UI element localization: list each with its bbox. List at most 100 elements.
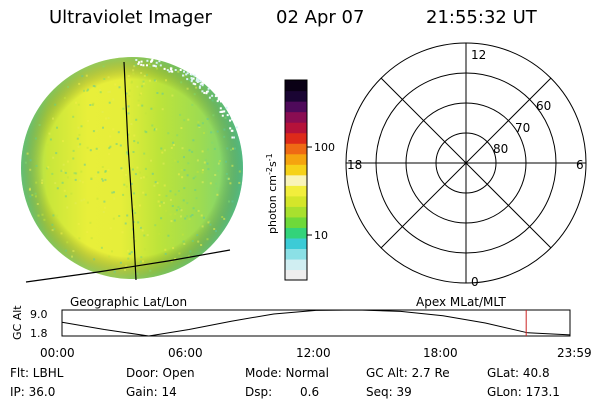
lat-label-70: 70 — [515, 121, 530, 135]
speckle-pixel — [224, 116, 227, 119]
speckle-pixel — [190, 80, 193, 83]
colorbar-cell — [285, 111, 307, 123]
speckle-pixel — [169, 213, 172, 216]
speckle-pixel — [139, 226, 142, 229]
polar-mlat-mlt-plot: 12 0 18 6 60 70 80 — [345, 42, 587, 289]
speckle-pixel — [60, 169, 63, 172]
speckle-pixel — [124, 269, 126, 271]
speckle-pixel — [132, 209, 135, 212]
speckle-pixel — [63, 96, 66, 99]
speckle-pixel — [177, 173, 180, 176]
speckle-pixel — [80, 199, 83, 202]
speckle-pixel — [102, 126, 104, 129]
speckle-pixel — [198, 86, 201, 89]
speckle-pixel — [171, 94, 174, 97]
glat-value: GLat: 40.8 — [487, 366, 550, 380]
speckle-pixel — [108, 147, 111, 150]
colorbar-tick-label: 100 — [314, 141, 335, 154]
speckle-pixel — [148, 63, 151, 65]
speckle-pixel — [238, 170, 241, 173]
speckle-pixel — [209, 223, 212, 226]
colorbar-cells — [285, 80, 307, 281]
colorbar-unit-label: photon cm-2s-1 — [265, 153, 279, 234]
speckle-pixel — [204, 159, 207, 162]
lat-label-80: 80 — [493, 142, 508, 156]
speckle-pixel — [223, 128, 226, 131]
speckle-pixel — [86, 201, 89, 204]
speckle-pixel — [92, 130, 95, 133]
colorbar-cell — [285, 237, 307, 250]
speckle-pixel — [108, 101, 111, 104]
speckle-pixel — [119, 144, 122, 147]
colorbar-cell — [285, 248, 307, 260]
speckle-pixel — [167, 234, 170, 237]
speckle-pixel — [102, 65, 105, 68]
speckle-pixel — [131, 168, 134, 171]
speckle-pixel — [175, 209, 178, 212]
speckle-pixel — [163, 184, 166, 187]
speckle-pixel — [97, 171, 100, 174]
speckle-pixel — [198, 85, 201, 88]
speckle-pixel — [211, 99, 214, 102]
speckle-pixel — [109, 135, 112, 138]
speckle-pixel — [67, 160, 69, 163]
speckle-pixel — [229, 127, 232, 130]
speckle-pixel — [174, 257, 176, 260]
speckle-pixel — [83, 198, 86, 201]
speckle-pixel — [67, 85, 69, 88]
speckle-pixel — [52, 214, 55, 217]
speckle-pixel — [140, 72, 143, 74]
speckle-pixel — [56, 126, 58, 129]
speckle-pixel — [160, 201, 163, 204]
speckle-pixel — [219, 162, 222, 165]
speckle-pixel — [183, 187, 186, 190]
speckle-pixel — [225, 173, 228, 175]
speckle-pixel — [126, 151, 128, 154]
speckle-pixel — [41, 179, 44, 182]
speckle-pixel — [121, 231, 124, 234]
speckle-pixel — [158, 60, 161, 63]
speckle-pixel — [127, 75, 130, 77]
speckle-pixel — [201, 90, 204, 93]
speckle-pixel — [154, 224, 157, 227]
speckle-pixel — [138, 171, 141, 174]
speckle-pixel — [229, 119, 231, 122]
speckle-pixel — [93, 258, 96, 261]
speckle-pixel — [134, 64, 137, 67]
apex-label: Apex MLat/MLT — [416, 295, 506, 309]
speckle-pixel — [179, 69, 182, 71]
dsp-label: Dsp: — [245, 385, 273, 399]
colorbar-cell — [285, 90, 307, 102]
speckle-pixel — [168, 70, 171, 73]
colorbar-cell — [285, 153, 307, 165]
speckle-pixel — [104, 178, 107, 181]
speckle-pixel — [182, 240, 185, 243]
speckle-pixel — [151, 172, 154, 175]
speckle-pixel — [145, 73, 148, 76]
speckle-pixel — [194, 189, 197, 191]
speckle-pixel — [165, 209, 168, 212]
speckle-pixel — [211, 141, 214, 144]
speckle-pixel — [78, 237, 81, 240]
speckle-pixel — [103, 206, 106, 209]
speckle-pixel — [98, 147, 101, 150]
speckle-pixel — [74, 202, 77, 205]
speckle-pixel — [177, 70, 180, 73]
speckle-pixel — [213, 228, 216, 230]
speckle-pixel — [52, 156, 55, 159]
speckle-pixel — [96, 197, 99, 200]
speckle-pixel — [47, 166, 50, 169]
speckle-pixel — [51, 223, 54, 226]
colorbar-cell — [285, 101, 307, 113]
speckle-pixel — [150, 107, 153, 110]
speckle-pixel — [170, 146, 173, 149]
speckle-pixel — [186, 72, 189, 75]
speckle-pixel — [215, 230, 217, 233]
speckle-pixel — [151, 58, 154, 61]
speckle-pixel — [196, 159, 199, 162]
colorbar-cell — [285, 174, 307, 186]
speckle-pixel — [177, 206, 180, 208]
speckle-pixel — [158, 232, 161, 235]
speckle-pixel — [56, 214, 59, 217]
speckle-pixel — [228, 200, 230, 203]
